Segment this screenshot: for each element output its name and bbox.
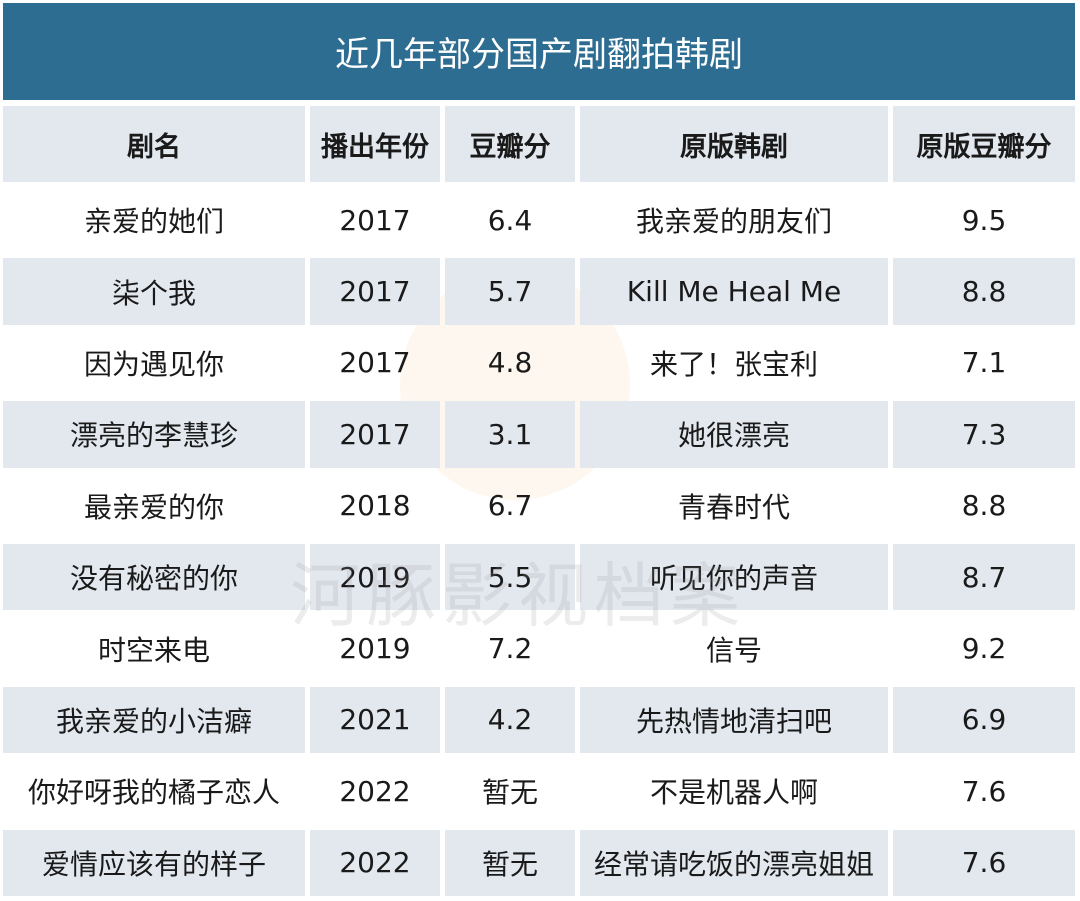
cell-original-kdrama: 她很漂亮 — [580, 401, 888, 468]
cell-drama-name: 时空来电 — [97, 633, 210, 667]
cell-original-score: 9.2 — [961, 632, 1007, 666]
cell-air-year: 2019 — [310, 543, 440, 611]
cell-original-score: 7.6 — [893, 829, 1075, 896]
cell-original-score: 7.3 — [893, 401, 1075, 468]
cell-original-score: 8.7 — [893, 543, 1075, 611]
cell-douban-score: 5.5 — [445, 543, 575, 611]
table-row: 我亲爱的小洁癖 2021 4.2 先热情地清扫吧 6.9 — [3, 686, 1075, 754]
cell-air-year: 2017 — [339, 203, 411, 237]
table-row: 没有秘密的你 2019 5.5 听见你的声音 8.7 — [3, 543, 1075, 611]
table-row: 因为遇见你 2017 4.8 来了！张宝利 7.1 — [3, 330, 1075, 396]
cell-original-kdrama: 青春时代 — [677, 490, 790, 524]
table-row: 漂亮的李慧珍 2017 3.1 她很漂亮 7.3 — [3, 401, 1075, 468]
cell-drama-name: 最亲爱的你 — [83, 490, 224, 524]
cell-original-kdrama: 信号 — [705, 633, 762, 667]
cell-air-year: 2017 — [339, 346, 411, 380]
cell-original-kdrama: 我亲爱的朋友们 — [635, 205, 832, 239]
cell-drama-name: 没有秘密的你 — [3, 543, 305, 611]
cell-original-score: 9.5 — [961, 203, 1007, 237]
table-row: 你好呀我的橘子恋人 2022 暂无 不是机器人啊 7.6 — [3, 758, 1075, 824]
cell-drama-name: 你好呀我的橘子恋人 — [27, 776, 280, 810]
cell-original-kdrama: 不是机器人啊 — [649, 776, 818, 810]
header-drama-name: 剧名 — [3, 106, 305, 182]
cell-douban-score: 7.2 — [487, 632, 533, 666]
header-douban-score: 豆瓣分 — [445, 106, 575, 182]
comparison-table: 剧名 播出年份 豆瓣分 原版韩剧 原版豆瓣分 亲爱的她们 2017 6.4 我亲爱的朋… — [3, 106, 1075, 901]
cell-air-year: 2022 — [339, 774, 411, 808]
cell-original-kdrama: Kill Me Heal Me — [580, 258, 888, 325]
header-row: 剧名 播出年份 豆瓣分 原版韩剧 原版豆瓣分 — [3, 106, 1075, 182]
cell-douban-score: 6.4 — [487, 203, 533, 237]
table-row: 爱情应该有的样子 2022 暂无 经常请吃饭的漂亮姐姐 7.6 — [3, 829, 1075, 896]
cell-douban-score: 6.7 — [487, 489, 533, 523]
cell-douban-score: 5.7 — [445, 258, 575, 325]
cell-air-year: 2017 — [310, 401, 440, 468]
table-title: 近几年部分国产剧翻拍韩剧 — [3, 3, 1075, 100]
cell-drama-name: 亲爱的她们 — [83, 205, 224, 239]
cell-original-kdrama: 听见你的声音 — [580, 543, 888, 611]
cell-air-year: 2021 — [310, 686, 440, 754]
cell-douban-score: 4.2 — [445, 686, 575, 754]
cell-air-year: 2022 — [310, 829, 440, 896]
table-row: 时空来电 2019 7.2 信号 9.2 — [3, 615, 1075, 681]
table-row: 亲爱的她们 2017 6.4 我亲爱的朋友们 9.5 — [3, 187, 1075, 253]
cell-air-year: 2019 — [339, 632, 411, 666]
cell-douban-score: 4.8 — [487, 346, 533, 380]
cell-air-year: 2018 — [339, 489, 411, 523]
header-original-kdrama: 原版韩剧 — [580, 106, 888, 182]
table-row: 柒个我 2017 5.7 Kill Me Heal Me 8.8 — [3, 258, 1075, 325]
cell-douban-score: 3.1 — [445, 401, 575, 468]
header-air-year: 播出年份 — [310, 106, 440, 182]
cell-drama-name: 漂亮的李慧珍 — [3, 401, 305, 468]
cell-original-kdrama: 经常请吃饭的漂亮姐姐 — [580, 829, 888, 896]
cell-douban-score: 暂无 — [445, 829, 575, 896]
header-original-score: 原版豆瓣分 — [893, 106, 1075, 182]
cell-original-kdrama: 来了！张宝利 — [649, 347, 818, 381]
cell-drama-name: 我亲爱的小洁癖 — [3, 686, 305, 754]
cell-douban-score: 暂无 — [481, 776, 538, 810]
cell-original-score: 7.6 — [961, 774, 1007, 808]
cell-drama-name: 爱情应该有的样子 — [3, 829, 305, 896]
cell-original-score: 8.8 — [893, 258, 1075, 325]
cell-original-score: 6.9 — [893, 686, 1075, 754]
table-row: 最亲爱的你 2018 6.7 青春时代 8.8 — [3, 473, 1075, 539]
cell-drama-name: 因为遇见你 — [83, 347, 224, 381]
cell-original-score: 8.8 — [961, 489, 1007, 523]
cell-drama-name: 柒个我 — [3, 258, 305, 325]
cell-original-score: 7.1 — [961, 346, 1007, 380]
cell-air-year: 2017 — [310, 258, 440, 325]
cell-original-kdrama: 先热情地清扫吧 — [580, 686, 888, 754]
